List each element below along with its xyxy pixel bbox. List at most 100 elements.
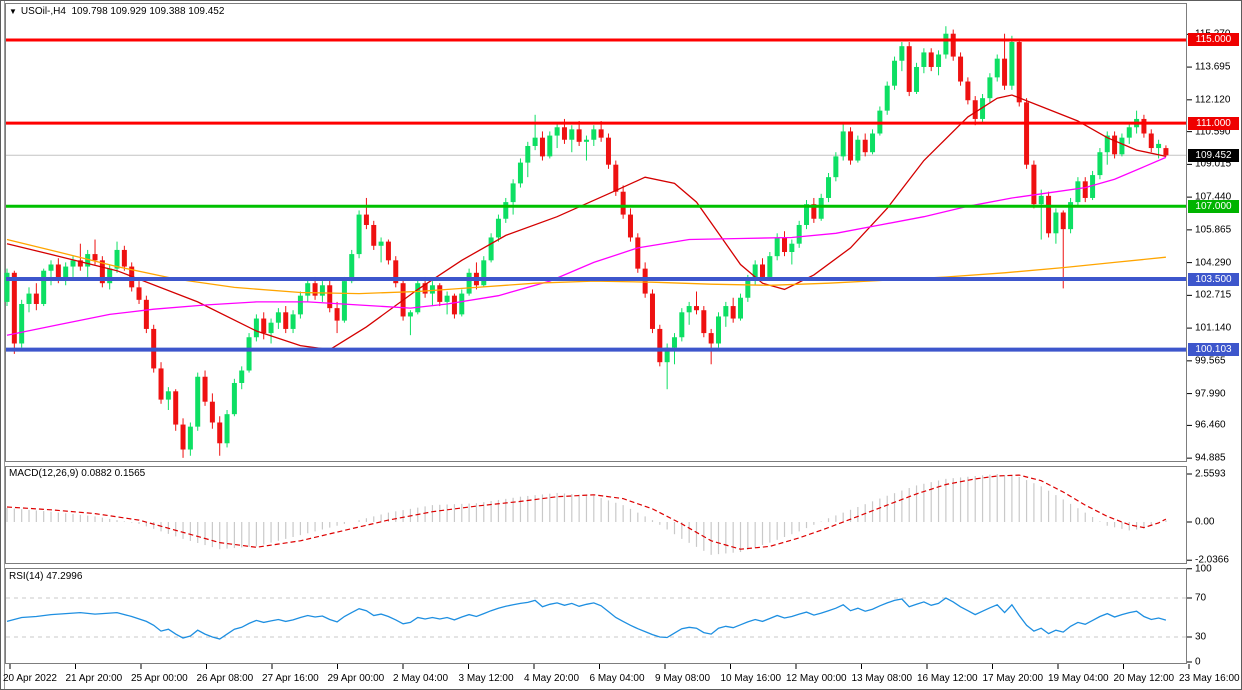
candle-down [11, 272, 17, 344]
candle-up [253, 318, 259, 338]
candle-up [987, 77, 993, 99]
candle-up [239, 370, 245, 383]
candle-down [217, 422, 223, 444]
candle-down [202, 376, 208, 402]
candle-up [774, 237, 780, 257]
candle-down [173, 391, 179, 425]
candle-down [862, 139, 868, 153]
candle-down [1141, 118, 1147, 134]
candle-up [275, 312, 281, 323]
candle-down [1031, 164, 1037, 205]
time-axis-label: 27 Apr 16:00 [262, 673, 319, 684]
candle-down [209, 401, 215, 423]
candle-up [936, 54, 942, 67]
candle-down [539, 137, 545, 157]
candle-down [334, 308, 340, 321]
candle-up [525, 145, 531, 163]
candle-down [1163, 148, 1169, 156]
candle-down [760, 264, 766, 277]
candle-up [532, 137, 538, 146]
candle-up [503, 202, 509, 219]
time-axis-label: 6 May 04:00 [589, 673, 645, 684]
candle-up [870, 133, 876, 153]
candle-down [627, 214, 633, 238]
candle-down [363, 214, 369, 225]
candle-down [1046, 195, 1052, 234]
candle-up [224, 414, 230, 444]
price-tick-label: 101.140 [1195, 322, 1232, 334]
candle-up [187, 426, 193, 450]
price-tick-label: 102.715 [1195, 289, 1232, 301]
time-axis-label: 16 May 12:00 [917, 673, 978, 684]
candle-up [1075, 181, 1081, 203]
chart-dropdown-triangle-icon[interactable]: ▼ [9, 7, 17, 16]
candle-up [4, 272, 10, 302]
candle-up [195, 376, 201, 427]
candle-down [649, 293, 655, 329]
ma-mid-magenta[interactable] [6, 156, 1167, 336]
macd-tick-label: 0.00 [1195, 516, 1215, 528]
candle-up [517, 162, 523, 184]
candle-down [635, 237, 641, 269]
level-price-badge: 107.000 [1188, 199, 1239, 213]
candle-up [85, 254, 91, 267]
price-tick-label: 107.440 [1195, 191, 1232, 203]
candle-down [55, 264, 61, 280]
candle-down [928, 52, 934, 67]
time-axis-label: 20 May 12:00 [1113, 673, 1175, 684]
candle-down [283, 312, 289, 329]
price-tick-label: 113.695 [1195, 61, 1231, 73]
candle-down [99, 260, 105, 284]
candle-down [965, 81, 971, 101]
candle-up [444, 295, 450, 302]
ma-fast-red[interactable] [6, 94, 1167, 351]
candle-down [576, 129, 582, 142]
rsi-line[interactable] [6, 597, 1167, 640]
candle-up [510, 183, 516, 203]
candle-up [63, 266, 69, 280]
candle-down [33, 293, 39, 304]
candle-up [569, 129, 575, 140]
candle-up [1119, 137, 1125, 155]
candle-down [708, 333, 714, 344]
level-price-badge: 103.500 [1188, 272, 1239, 286]
candle-up [48, 264, 54, 271]
main-panel-frame[interactable] [5, 3, 1187, 462]
candle-up [481, 260, 487, 286]
candle-up [899, 46, 905, 61]
candle-down [906, 46, 912, 92]
candle-up [1104, 135, 1110, 153]
candle-down [158, 368, 164, 400]
price-tick-label: 104.290 [1195, 257, 1232, 269]
price-tick-label: 99.565 [1195, 355, 1226, 367]
candle-up [892, 60, 898, 86]
candle-down [730, 306, 736, 319]
time-axis-label: 10 May 16:00 [720, 673, 782, 684]
candle-up [833, 156, 839, 178]
candle-up [671, 337, 677, 348]
candle-up [407, 312, 413, 317]
candle-up [459, 293, 465, 315]
macd-panel-frame[interactable] [5, 466, 1187, 564]
candle-up [840, 131, 846, 157]
candle-up [429, 285, 435, 294]
candle-down [598, 129, 604, 138]
candle-up [319, 285, 325, 296]
macd-signal-line[interactable] [6, 474, 1167, 550]
candle-down [261, 318, 267, 334]
candle-up [349, 254, 355, 282]
macd-tick-label: 2.5593 [1195, 468, 1226, 480]
ma-slow-orange[interactable] [6, 238, 1166, 295]
candle-down [385, 241, 391, 261]
candle-up [1156, 143, 1162, 149]
candle-up [268, 322, 274, 334]
rsi-panel-frame[interactable] [5, 568, 1187, 664]
candle-down [1148, 133, 1154, 149]
candle-down [437, 285, 443, 302]
time-axis-label: 17 May 20:00 [982, 673, 1044, 684]
rsi-tick-label: 0 [1195, 656, 1201, 668]
candle-down [1082, 181, 1088, 198]
candle-up [1126, 127, 1132, 138]
candle-up [921, 52, 927, 67]
